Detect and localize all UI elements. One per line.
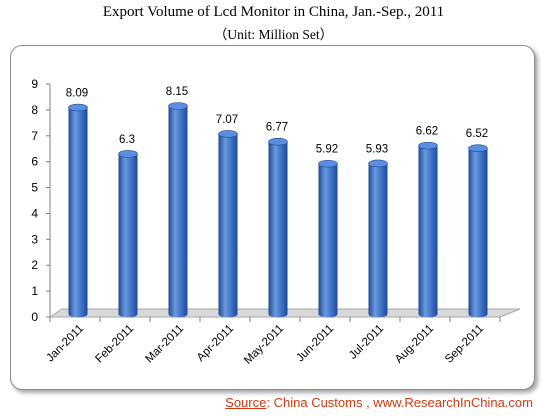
data-label: 6.3 [119, 134, 135, 146]
data-label: 5.92 [316, 144, 338, 156]
chart-subtitle: （Unit: Million Set） [213, 27, 334, 42]
source-separator: : [266, 395, 270, 410]
x-tick-label: Feb-2011 [93, 323, 136, 366]
y-tick-label: 5 [31, 181, 38, 195]
bar-top [468, 144, 488, 153]
y-tick-label: 3 [31, 232, 38, 246]
bar-top [418, 141, 438, 150]
x-tick-label: May-2011 [242, 323, 286, 367]
bar-top [68, 103, 88, 112]
bar [218, 133, 238, 318]
data-label: 6.52 [466, 128, 488, 140]
bar [118, 153, 138, 318]
data-label: 6.62 [416, 126, 438, 138]
bar-top [168, 102, 188, 110]
bar-top [118, 150, 138, 158]
data-label: 8.09 [66, 88, 88, 100]
x-tick-label: Sep-2011 [443, 323, 486, 366]
y-tick-label: 6 [31, 155, 38, 169]
x-tick-label: Aug-2011 [393, 323, 436, 366]
x-tick-label: Mar-2011 [143, 323, 186, 366]
bar-top [368, 159, 388, 168]
source-label: Source [225, 395, 267, 410]
y-tick-label: 8 [31, 103, 38, 117]
data-label: 5.93 [366, 143, 388, 155]
bar [268, 141, 288, 318]
y-tick-label: 9 [31, 77, 38, 91]
y-tick-label: 7 [31, 129, 38, 143]
y-tick-label: 4 [31, 206, 38, 220]
y-tick-label: 2 [31, 258, 38, 272]
x-tick-label: Jul-2011 [347, 323, 386, 362]
data-label: 7.07 [216, 114, 238, 126]
bar [368, 163, 388, 318]
y-tick-label: 1 [31, 284, 38, 298]
x-tick-label: Jan-2011 [44, 323, 86, 365]
bar [168, 106, 188, 318]
x-tick-label: Jun-2011 [294, 323, 336, 365]
x-tick-label: Apr-2011 [195, 323, 236, 364]
source-text: China Customs , www.ResearchInChina.com [273, 395, 533, 410]
bar [468, 148, 488, 318]
y-tick-label: 0 [31, 310, 38, 324]
bar-top [218, 130, 238, 138]
bar [418, 145, 438, 318]
data-label: 6.77 [266, 122, 288, 134]
bar-top [318, 159, 338, 168]
chart-title: Export Volume of Lcd Monitor in China, J… [102, 4, 445, 20]
data-label: 8.15 [166, 86, 188, 98]
source-note: Source: China Customs , www.ResearchInCh… [225, 395, 533, 410]
bar [68, 107, 88, 318]
bar [318, 163, 338, 318]
bar-top [268, 137, 288, 146]
